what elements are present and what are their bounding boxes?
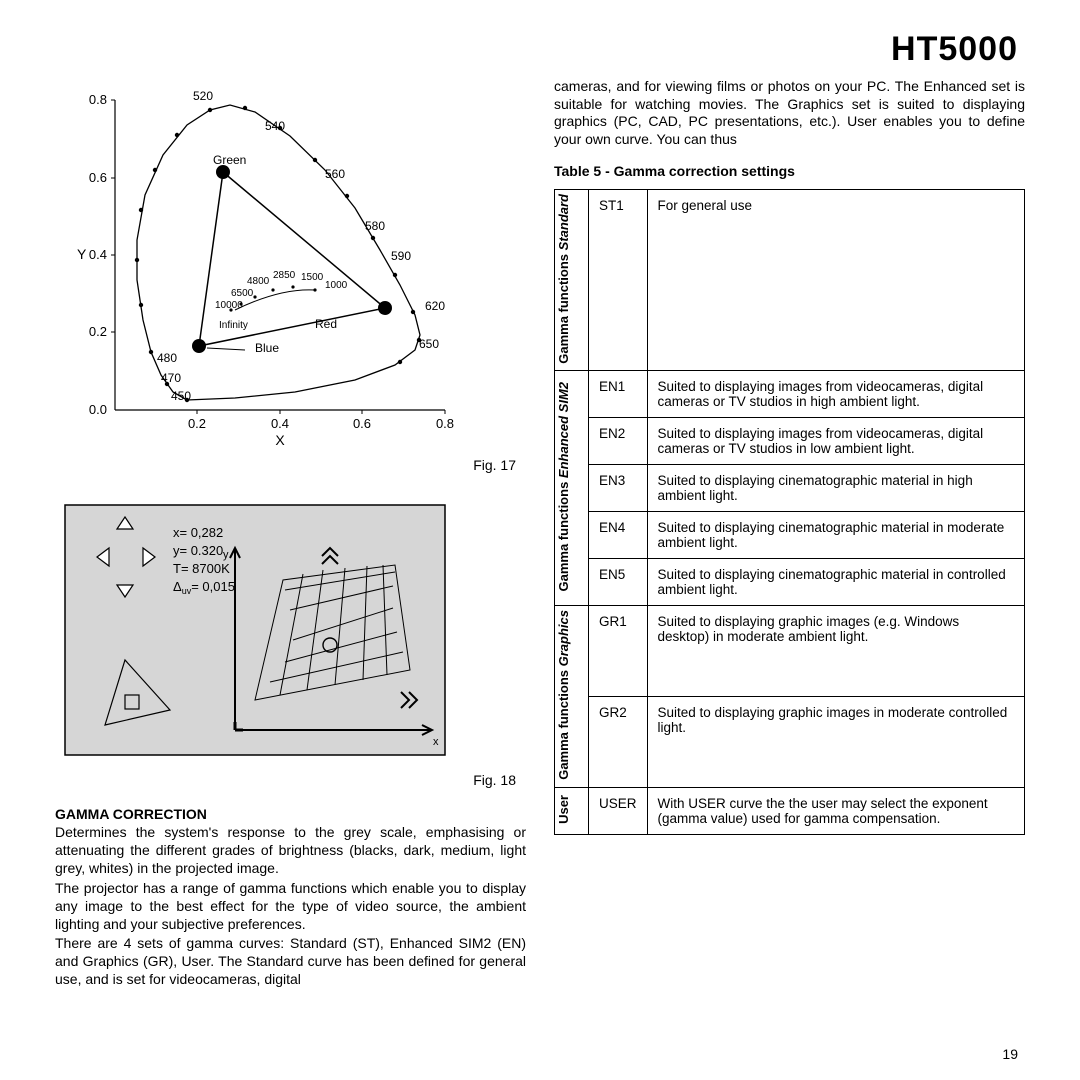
cie-chart: 0.0 0.2 0.4 0.6 0.8 Y 0.2: [55, 90, 526, 473]
svg-text:Y: Y: [77, 246, 87, 262]
svg-text:10000: 10000: [215, 300, 243, 311]
gamma-table: Gamma functions Standard ST1 For general…: [554, 189, 1025, 836]
svg-text:540: 540: [265, 119, 285, 133]
svg-text:0.4: 0.4: [271, 416, 289, 431]
svg-text:0.8: 0.8: [436, 416, 454, 431]
svg-text:480: 480: [157, 351, 177, 365]
svg-text:X: X: [275, 432, 285, 448]
svg-text:0.8: 0.8: [89, 92, 107, 107]
svg-text:0.6: 0.6: [89, 170, 107, 185]
table-row: EN4Suited to displaying cinematographic …: [555, 512, 1025, 559]
svg-text:0.2: 0.2: [188, 416, 206, 431]
table-title: Table 5 - Gamma correction settings: [554, 163, 1025, 179]
gamma-p2: The projector has a range of gamma funct…: [55, 880, 526, 934]
gamma-p1: Determines the system's response to the …: [55, 824, 526, 878]
intro-right: cameras, and for viewing films or photos…: [554, 78, 1025, 149]
svg-text:x: x: [433, 736, 439, 748]
svg-text:Green: Green: [213, 153, 246, 167]
svg-text:1000: 1000: [325, 280, 348, 291]
svg-text:470: 470: [161, 371, 181, 385]
svg-text:Red: Red: [315, 317, 337, 331]
fig18-caption: Fig. 18: [55, 772, 526, 788]
page-number: 19: [1002, 1046, 1018, 1062]
svg-text:560: 560: [325, 167, 345, 181]
table-row: User USER With USER curve the the user m…: [555, 788, 1025, 835]
readout-y: y= 0.320: [173, 543, 223, 558]
svg-text:4800: 4800: [247, 276, 270, 287]
svg-text:y: y: [223, 549, 229, 561]
color-nav-panel: x= 0,282 y= 0.320 T= 8700K Δuv= 0,015 y …: [55, 495, 526, 788]
svg-text:Blue: Blue: [255, 341, 279, 355]
readout-x: x= 0,282: [173, 525, 223, 540]
svg-text:0.2: 0.2: [89, 324, 107, 339]
right-column: cameras, and for viewing films or photos…: [554, 78, 1025, 1058]
gamma-p3: There are 4 sets of gamma curves: Standa…: [55, 935, 526, 989]
svg-text:590: 590: [391, 249, 411, 263]
page-title: HT5000: [891, 30, 1018, 69]
table-row: EN5Suited to displaying cinematographic …: [555, 559, 1025, 606]
svg-text:0.4: 0.4: [89, 247, 107, 262]
svg-text:0.6: 0.6: [353, 416, 371, 431]
table-row: GR2Suited to displaying graphic images i…: [555, 697, 1025, 788]
table-row: Gamma functions Standard ST1 For general…: [555, 189, 1025, 371]
svg-text:Infinity: Infinity: [219, 320, 248, 331]
fig17-caption: Fig. 17: [55, 457, 526, 473]
svg-text:0.0: 0.0: [89, 402, 107, 417]
gamma-heading: GAMMA CORRECTION: [55, 806, 526, 822]
svg-text:580: 580: [365, 219, 385, 233]
svg-text:450: 450: [171, 389, 191, 403]
table-row: EN2Suited to displaying images from vide…: [555, 418, 1025, 465]
left-column: 0.0 0.2 0.4 0.6 0.8 Y 0.2: [55, 78, 526, 1058]
svg-text:620: 620: [425, 299, 445, 313]
table-row: EN3Suited to displaying cinematographic …: [555, 465, 1025, 512]
svg-text:6500: 6500: [231, 288, 254, 299]
svg-text:650: 650: [419, 337, 439, 351]
svg-text:2850: 2850: [273, 270, 296, 281]
svg-text:1500: 1500: [301, 272, 324, 283]
table-row: Gamma functions Graphics GR1 Suited to d…: [555, 606, 1025, 697]
table-row: Gamma functions Enhanced SIM2 EN1 Suited…: [555, 371, 1025, 418]
readout-t: T= 8700K: [173, 561, 230, 576]
svg-text:520: 520: [193, 90, 213, 103]
